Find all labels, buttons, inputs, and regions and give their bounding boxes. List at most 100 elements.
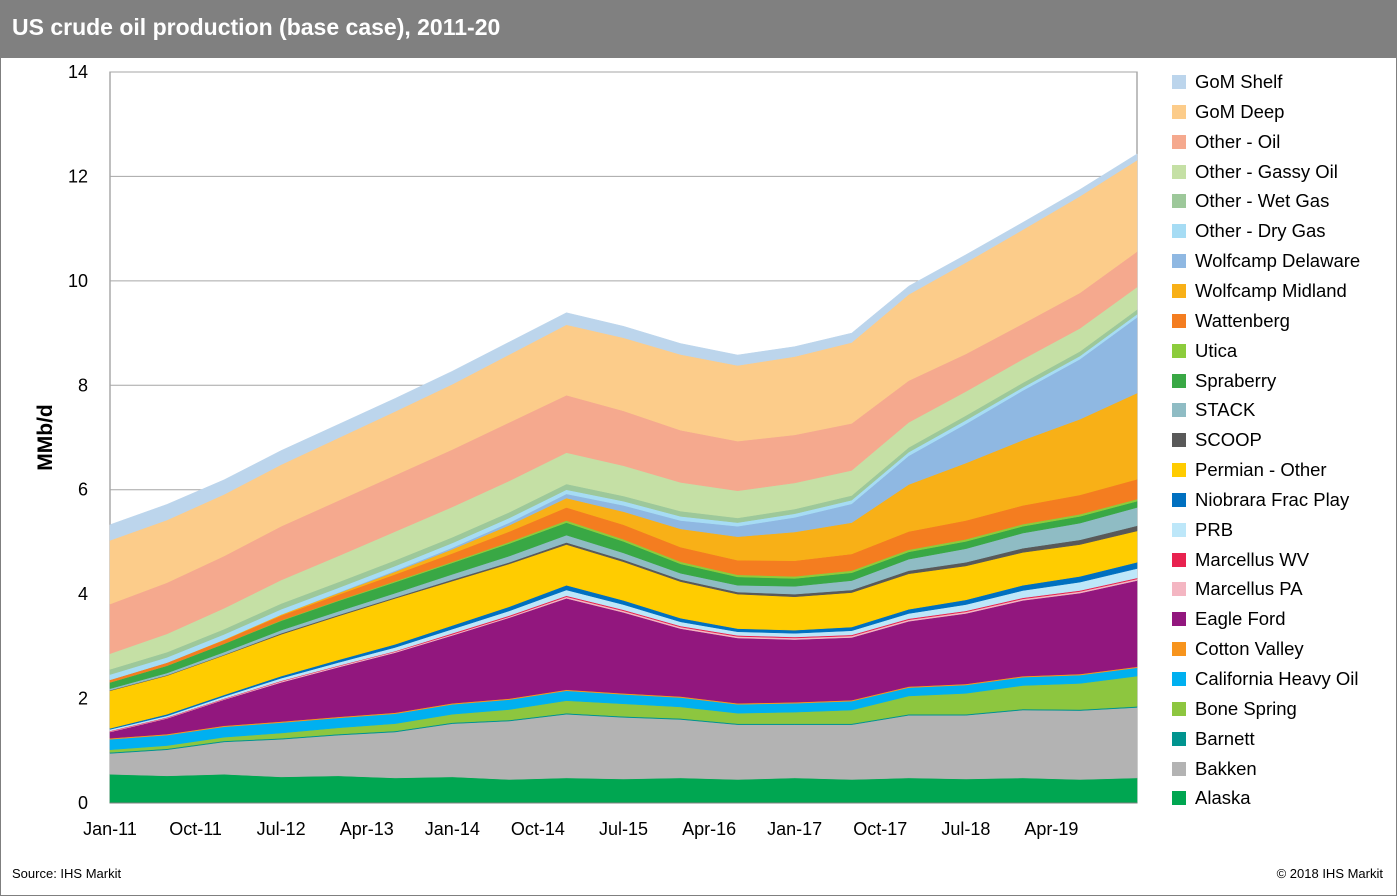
legend-swatch	[1172, 224, 1186, 239]
title-bar: US crude oil production (base case), 201…	[0, 0, 1397, 58]
legend-swatch	[1172, 403, 1186, 418]
legend-swatch	[1172, 373, 1186, 388]
legend-label: Wolfcamp Delaware	[1195, 250, 1361, 272]
legend-swatch	[1172, 612, 1186, 627]
legend-item-other-wet-gas: Other - Wet Gas	[1172, 189, 1329, 213]
x-tick-label: Oct-11	[169, 819, 222, 839]
legend-swatch	[1172, 75, 1186, 89]
legend-item-niobrara-frac-play: Niobrara Frac Play	[1172, 488, 1349, 512]
legend-label: SCOOP	[1195, 429, 1262, 451]
legend-item-other-gassy-oil: Other - Gassy Oil	[1172, 160, 1338, 184]
legend-item-wolfcamp-midland: Wolfcamp Midland	[1172, 279, 1347, 303]
legend-item-other-oil: Other - Oil	[1172, 130, 1280, 154]
legend-swatch	[1172, 463, 1186, 478]
legend-item-bakken: Bakken	[1172, 757, 1257, 781]
x-tick-label: Jan-14	[425, 819, 480, 839]
legend-item-gom-deep: GoM Deep	[1172, 100, 1284, 124]
x-tick-label: Jan-17	[767, 819, 822, 839]
legend-label: GoM Deep	[1195, 100, 1285, 122]
y-tick-label: 14	[68, 62, 88, 82]
legend-swatch	[1172, 134, 1186, 149]
y-tick-label: 2	[78, 689, 88, 709]
legend-swatch	[1172, 761, 1186, 776]
legend-item-wolfcamp-delaware: Wolfcamp Delaware	[1172, 249, 1360, 273]
x-tick-label: Apr-13	[340, 819, 394, 839]
legend-label: Eagle Ford	[1195, 608, 1286, 630]
legend-item-barnett: Barnett	[1172, 727, 1255, 751]
legend-item-cotton-valley: Cotton Valley	[1172, 637, 1304, 661]
legend-item-spraberry: Spraberry	[1172, 369, 1276, 393]
legend-swatch	[1172, 104, 1186, 119]
legend-label: Wattenberg	[1195, 309, 1290, 331]
y-tick-label: 0	[78, 793, 88, 813]
legend-swatch	[1172, 343, 1186, 358]
legend-label: Spraberry	[1195, 369, 1277, 391]
legend-label: Niobrara Frac Play	[1195, 488, 1350, 510]
legend-label: Barnett	[1195, 727, 1255, 749]
legend-item-other-dry-gas: Other - Dry Gas	[1172, 219, 1326, 243]
x-tick-label: Oct-17	[853, 819, 907, 839]
legend-item-alaska: Alaska	[1172, 786, 1251, 810]
legend-swatch	[1172, 254, 1186, 269]
legend-label: Other - Dry Gas	[1195, 220, 1326, 242]
legend-swatch	[1172, 433, 1186, 448]
legend-swatch	[1172, 791, 1186, 806]
legend-item-scoop: SCOOP	[1172, 428, 1262, 452]
legend-label: Other - Oil	[1195, 130, 1281, 152]
y-tick-label: 12	[68, 166, 88, 186]
legend-swatch	[1172, 492, 1186, 507]
legend-swatch	[1172, 164, 1186, 179]
x-tick-label: Oct-14	[511, 819, 565, 839]
source-note: Source: IHS Markit	[12, 866, 122, 881]
legend-label: Alaska	[1195, 787, 1251, 809]
legend-label: Cotton Valley	[1195, 638, 1304, 660]
legend-swatch	[1172, 642, 1186, 657]
x-tick-label: Apr-16	[682, 819, 736, 839]
legend-item-marcellus-wv: Marcellus WV	[1172, 548, 1309, 572]
y-tick-label: 10	[68, 271, 88, 291]
legend-item-bone-spring: Bone Spring	[1172, 697, 1297, 721]
x-tick-label: Jul-12	[257, 819, 306, 839]
legend-swatch	[1172, 313, 1186, 328]
legend-item-eagle-ford: Eagle Ford	[1172, 607, 1286, 631]
legend-item-permian-other: Permian - Other	[1172, 458, 1327, 482]
legend-swatch	[1172, 283, 1186, 298]
legend-label: STACK	[1195, 399, 1256, 421]
legend-label: Marcellus WV	[1195, 548, 1310, 570]
legend-label: Bone Spring	[1195, 697, 1297, 719]
legend-label: GoM Shelf	[1195, 71, 1283, 92]
legend-label: Bakken	[1195, 757, 1257, 779]
area-gom-shelf	[109, 153, 1138, 541]
legend-item-prb: PRB	[1172, 518, 1233, 542]
legend-label: Marcellus PA	[1195, 578, 1303, 600]
legend-label: Other - Wet Gas	[1195, 190, 1330, 212]
legend-item-utica: Utica	[1172, 339, 1237, 363]
y-tick-label: 8	[78, 375, 88, 395]
legend-swatch	[1172, 701, 1186, 716]
legend-item-wattenberg: Wattenberg	[1172, 309, 1290, 333]
legend-swatch	[1172, 731, 1186, 746]
legend-swatch	[1172, 522, 1186, 537]
legend-swatch	[1172, 582, 1186, 597]
x-tick-label: Jul-18	[941, 819, 990, 839]
legend-swatch	[1172, 194, 1186, 209]
y-axis-label: MMb/d	[34, 404, 57, 470]
x-tick-label: Jul-15	[599, 819, 648, 839]
x-tick-label: Apr-19	[1024, 819, 1078, 839]
y-tick-label: 4	[78, 584, 88, 604]
legend-swatch	[1172, 672, 1186, 686]
y-tick-label: 6	[78, 480, 88, 500]
chart-title: US crude oil production (base case), 201…	[12, 14, 501, 40]
legend-item-california-heavy-oil: California Heavy Oil	[1172, 667, 1358, 691]
legend-label: Other - Gassy Oil	[1195, 160, 1338, 182]
copyright-note: © 2018 IHS Markit	[1276, 866, 1383, 881]
legend-item-marcellus-pa: Marcellus PA	[1172, 577, 1303, 601]
legend-item-stack: STACK	[1172, 398, 1255, 422]
x-tick-label: Jan-11	[83, 819, 137, 839]
legend-label: Wolfcamp Midland	[1195, 279, 1347, 301]
legend-label: Permian - Other	[1195, 459, 1327, 481]
legend-label: Utica	[1195, 339, 1238, 361]
legend-swatch	[1172, 552, 1186, 567]
legend-item-gom-shelf: GoM Shelf	[1172, 70, 1282, 94]
